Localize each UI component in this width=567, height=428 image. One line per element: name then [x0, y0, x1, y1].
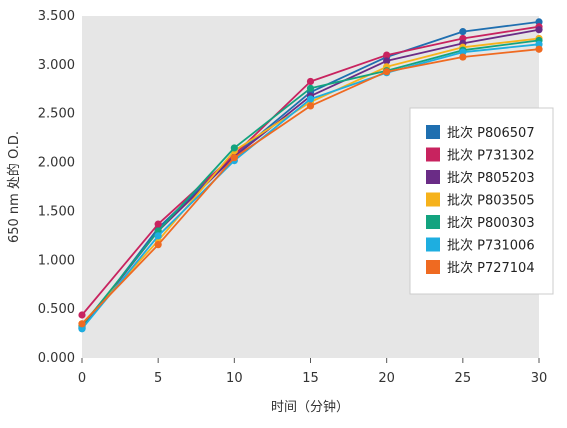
y-tick-label: 3.000: [38, 58, 75, 73]
data-point: [306, 77, 315, 86]
y-axis-title: 650 nm 处的 O.D.: [6, 131, 22, 243]
legend-swatch: [426, 125, 440, 139]
y-tick-label: 3.500: [38, 9, 75, 24]
data-point: [230, 154, 238, 162]
data-point: [230, 144, 238, 152]
x-tick-label: 0: [78, 371, 86, 386]
data-point: [78, 311, 86, 319]
y-tick-label: 1.500: [38, 204, 75, 219]
data-point: [154, 241, 162, 249]
data-point: [306, 95, 315, 103]
y-tick-label: 2.500: [38, 107, 75, 122]
data-point: [383, 68, 391, 76]
x-tick-label: 30: [531, 371, 548, 386]
legend-swatch: [426, 237, 440, 252]
data-point: [535, 26, 543, 34]
legend-swatch: [426, 147, 440, 162]
legend-label: 批次 P731302: [447, 148, 535, 164]
legend-label: 批次 P731006: [447, 238, 535, 254]
data-point: [306, 84, 315, 92]
legend-swatch: [426, 260, 440, 274]
x-tick-label: 10: [226, 371, 243, 386]
series-layer: [78, 18, 543, 333]
legend-label: 批次 P803505: [447, 193, 535, 209]
data-point: [459, 53, 467, 61]
legend-label: 批次 P806507: [447, 125, 535, 141]
legend-label: 批次 P727104: [447, 260, 535, 276]
y-tick-label: 1.000: [38, 253, 75, 268]
x-tick-label: 20: [378, 371, 395, 386]
data-point: [459, 28, 467, 36]
x-axis-ticks: 0 5 10 15 20 25 30: [78, 358, 547, 386]
data-point: [154, 232, 162, 240]
y-axis-ticks: 0.000 0.500 1.000 1.500 2.000 2.500 3.000 3.500: [38, 9, 75, 366]
legend-swatch: [426, 170, 440, 184]
y-tick-label: 2.000: [38, 156, 75, 171]
data-point: [535, 45, 543, 53]
legend-swatch: [426, 192, 440, 207]
legend-label: 批次 P805203: [447, 170, 535, 186]
data-point: [383, 51, 391, 59]
data-point: [383, 57, 391, 65]
legend: 批次 P806507 批次 P731302 批次 P805203 批次 P803505…: [409, 107, 554, 295]
data-point: [78, 320, 86, 328]
data-point: [306, 102, 315, 110]
y-tick-label: 0.500: [38, 302, 75, 317]
x-axis-title: 时间（分钟）: [271, 399, 349, 415]
x-tick-label: 15: [302, 371, 319, 386]
legend-swatch: [426, 215, 440, 229]
data-point: [154, 220, 162, 228]
y-tick-label: 0.000: [38, 351, 75, 366]
x-tick-label: 25: [455, 371, 472, 386]
legend-label: 批次 P800303: [447, 215, 535, 231]
x-tick-label: 5: [154, 371, 162, 386]
